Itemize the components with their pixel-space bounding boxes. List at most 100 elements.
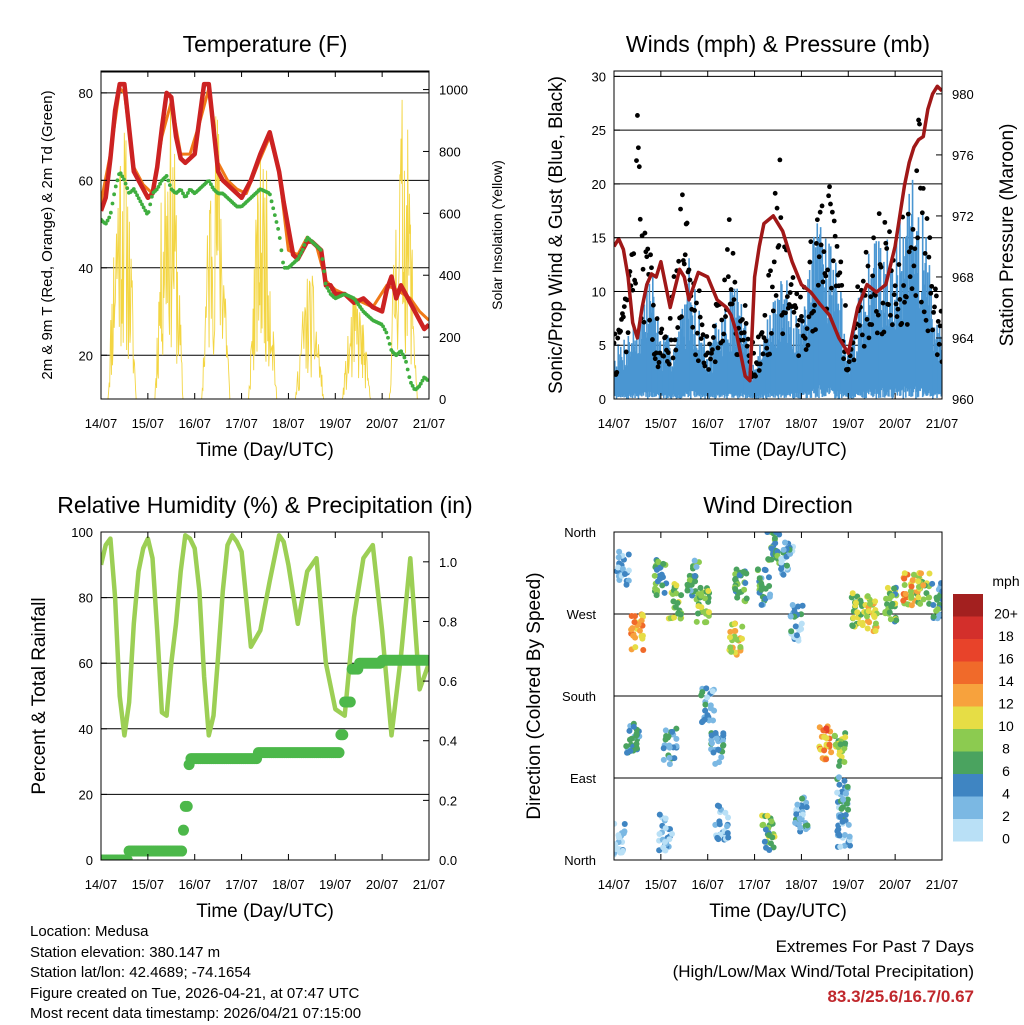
- x-tick-label: 15/07: [645, 416, 678, 431]
- direction-point: [725, 834, 732, 841]
- gust-point: [887, 229, 892, 235]
- direction-point: [684, 587, 691, 594]
- gust-point: [631, 251, 637, 257]
- gust-point: [693, 352, 698, 358]
- direction-point: [740, 568, 747, 575]
- gust-point: [925, 328, 931, 334]
- dewpoint-point: [410, 383, 415, 388]
- dewpoint-point: [166, 178, 171, 183]
- gust-point: [904, 322, 910, 327]
- y-tick-label: 20: [79, 348, 93, 363]
- direction-point: [915, 578, 922, 585]
- gust-point: [672, 337, 678, 343]
- gust-point: [903, 294, 909, 300]
- gust-point: [817, 209, 823, 215]
- chart-title: Wind Direction: [703, 492, 853, 518]
- gust-point: [934, 352, 940, 358]
- gust-point: [624, 297, 630, 303]
- direction-point: [930, 613, 937, 620]
- gust-point: [719, 317, 725, 323]
- gust-point: [865, 263, 871, 269]
- direction-point: [702, 707, 709, 714]
- direction-point: [724, 830, 731, 837]
- gust-point: [682, 252, 688, 258]
- dewpoint-point: [156, 184, 161, 189]
- gust-point: [690, 324, 696, 330]
- y2-tick-label: 0.6: [439, 674, 457, 689]
- gust-point: [707, 341, 712, 347]
- gust-point: [815, 282, 821, 288]
- direction-point: [872, 620, 879, 627]
- gust-point: [855, 284, 861, 290]
- direction-point: [691, 557, 698, 564]
- direction-point: [793, 806, 800, 813]
- gust-point: [767, 351, 772, 357]
- gust-point: [625, 330, 631, 336]
- direction-point: [636, 627, 643, 634]
- direction-point: [630, 723, 637, 730]
- direction-point: [669, 728, 676, 735]
- x-tick-label: 17/07: [738, 416, 771, 431]
- gust-point: [895, 306, 901, 312]
- gust-point: [906, 249, 912, 255]
- legend-label: 20+: [994, 605, 1018, 621]
- y-tick-label: North: [564, 853, 596, 868]
- gust-point: [757, 361, 763, 367]
- dewpoint-point: [418, 381, 423, 386]
- direction-point: [661, 589, 668, 596]
- recent-timestamp-text: Most recent data timestamp: 2026/04/21 0…: [30, 1005, 362, 1022]
- direction-point: [639, 611, 646, 618]
- direction-point: [629, 625, 636, 632]
- direction-point: [619, 565, 626, 572]
- gust-point: [772, 190, 778, 196]
- gust-point: [935, 319, 941, 324]
- gust-point: [787, 290, 793, 295]
- x-tick-label: 20/07: [879, 416, 912, 431]
- direction-point: [615, 564, 622, 571]
- direction-point: [901, 582, 908, 589]
- plot-area: [614, 532, 942, 858]
- dewpoint-point: [181, 191, 185, 196]
- gust-point: [794, 291, 800, 297]
- y2-tick-label: 0.4: [439, 734, 457, 749]
- direction-point: [741, 586, 748, 593]
- gust-point: [768, 268, 773, 274]
- gust-point: [795, 322, 801, 328]
- direction-point: [841, 842, 848, 849]
- dewpoint-point: [300, 247, 305, 252]
- humidity-line: [101, 533, 429, 738]
- direction-point: [844, 783, 851, 790]
- legend-swatch: [953, 616, 983, 639]
- y-tick-label: 5: [599, 338, 606, 353]
- direction-point: [841, 745, 848, 752]
- direction-point: [788, 628, 795, 635]
- gust-point: [630, 287, 636, 293]
- gust-point: [667, 315, 673, 321]
- direction-point: [920, 596, 927, 603]
- gust-point: [745, 336, 751, 342]
- gust-point: [721, 331, 727, 337]
- gust-point: [697, 314, 703, 320]
- direction-point: [758, 586, 765, 593]
- direction-series: [614, 532, 942, 858]
- direction-point: [839, 804, 846, 811]
- gust-point: [671, 274, 677, 279]
- x-tick-label: 15/07: [645, 877, 678, 892]
- precip-point: [344, 696, 356, 708]
- gust-point: [811, 308, 817, 314]
- dewpoint-series: [101, 171, 429, 392]
- dewpoint-point: [277, 236, 282, 240]
- gust-point: [614, 340, 617, 346]
- direction-point: [719, 737, 726, 744]
- gust-point: [894, 314, 900, 319]
- direction-point: [821, 734, 828, 741]
- gust-point: [637, 216, 643, 222]
- gust-point: [728, 287, 734, 292]
- dewpoint-point: [108, 210, 113, 215]
- gust-point: [722, 277, 727, 283]
- direction-point: [864, 618, 871, 625]
- direction-point: [837, 813, 844, 820]
- direction-point: [658, 571, 665, 578]
- gust-point: [870, 273, 876, 279]
- dewpoint-point: [327, 289, 331, 293]
